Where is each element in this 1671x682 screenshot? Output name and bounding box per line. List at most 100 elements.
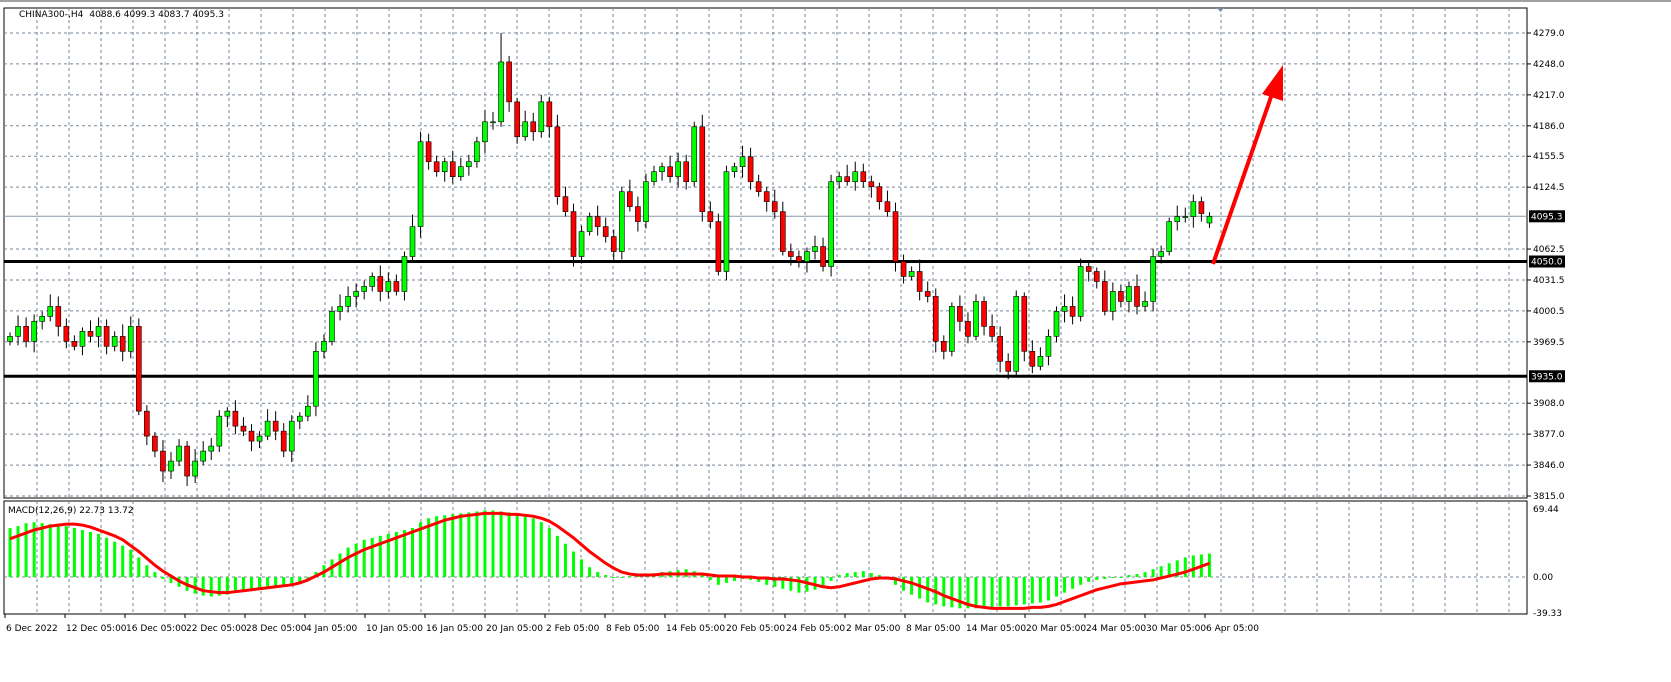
candle (1085, 260, 1092, 282)
candle-body (763, 191, 770, 202)
candle (1021, 292, 1028, 362)
candle-body (1093, 271, 1100, 282)
candle (546, 96, 553, 138)
macd-histogram-bar (64, 526, 68, 577)
candle-body (868, 181, 875, 187)
candle (691, 121, 698, 187)
candle-body (554, 126, 561, 197)
x-tick-label: 28 Dec 05:00 (246, 624, 307, 634)
candle (763, 186, 770, 212)
candle (369, 272, 376, 292)
candle-body (852, 171, 859, 182)
candle (635, 196, 641, 232)
macd-histogram-bar (523, 516, 527, 577)
x-tick-label: 14 Feb 05:00 (666, 624, 725, 634)
candle (152, 432, 158, 458)
shift-marker-icon (1217, 8, 1224, 12)
candle-body (924, 291, 931, 297)
candle (602, 217, 609, 243)
candle (997, 326, 1003, 373)
y-tick-label: 3877.0 (1533, 430, 1565, 440)
candle (932, 288, 939, 353)
x-tick-label: 8 Mar 05:00 (906, 624, 961, 634)
candle (39, 311, 46, 330)
candle-body (441, 161, 448, 173)
candle (731, 162, 738, 178)
candle (852, 161, 859, 191)
candle-body (707, 211, 714, 222)
candle-body (474, 141, 480, 163)
macd-histogram-bar (1006, 577, 1010, 607)
candle (651, 165, 657, 186)
candle-body (779, 211, 786, 252)
candle-body (256, 435, 263, 442)
candle (184, 441, 190, 487)
candle (1134, 274, 1140, 315)
candle-body (103, 326, 110, 347)
macd-histogram-bar (483, 510, 487, 577)
candle-body (200, 450, 206, 462)
candle (812, 235, 818, 260)
candle-body (95, 326, 102, 337)
candle (345, 286, 351, 313)
candle-body (272, 420, 279, 432)
candle (530, 112, 537, 141)
macd-histogram-bar (40, 523, 44, 577)
candle (256, 431, 263, 449)
macd-histogram-bar (258, 577, 262, 590)
candle-body (594, 216, 601, 227)
candle-body (111, 336, 118, 347)
macd-histogram-bar (394, 531, 398, 577)
candle (95, 317, 102, 348)
macd-histogram-bar (491, 510, 495, 577)
macd-histogram-bar (72, 528, 76, 577)
candle (586, 212, 593, 236)
arrow-shaft (1211, 93, 1274, 265)
macd-histogram-bar (499, 511, 503, 577)
macd-y-tick-label: -39.33 (1533, 609, 1562, 619)
macd-histogram-bar (773, 577, 777, 587)
candle (240, 417, 247, 437)
candle-body (240, 425, 247, 432)
macd-histogram-bar (1087, 577, 1091, 582)
macd-histogram-bar (1038, 577, 1042, 603)
candle-body (932, 296, 939, 342)
macd-histogram-bar (451, 514, 455, 577)
candle (176, 439, 182, 467)
macd-histogram-bar (411, 528, 414, 577)
candle-body (1037, 356, 1044, 367)
candle-body (1029, 351, 1036, 367)
candle (699, 114, 706, 222)
macd-histogram-bar (1111, 577, 1115, 578)
macd-histogram-bar (153, 572, 157, 577)
macd-histogram-bar (137, 557, 141, 577)
candle (79, 327, 86, 356)
candle-body (940, 341, 947, 352)
candle (313, 342, 319, 417)
candle-body (449, 161, 456, 177)
macd-histogram-bar (547, 528, 551, 577)
macd-histogram-bar (48, 524, 52, 577)
candle-body (715, 221, 722, 272)
candle-body (71, 341, 78, 347)
candle (321, 334, 327, 359)
candle (522, 110, 529, 141)
macd-histogram-bar (531, 518, 535, 577)
candle-body (47, 306, 54, 317)
y-tick-label: 4217.0 (1533, 91, 1565, 101)
macd-y-tick-label: 0.00 (1533, 573, 1553, 583)
candle (924, 281, 931, 303)
candle-body (1069, 306, 1076, 317)
candle (723, 165, 730, 281)
candle-body (900, 261, 907, 277)
candle (296, 412, 303, 430)
candle-body (1077, 266, 1084, 317)
macd-histogram-bar (233, 577, 237, 593)
candle-body (321, 341, 327, 352)
candle-body (586, 216, 593, 232)
candle (1053, 306, 1060, 343)
macd-histogram-bar (572, 551, 575, 577)
candle (908, 266, 915, 281)
